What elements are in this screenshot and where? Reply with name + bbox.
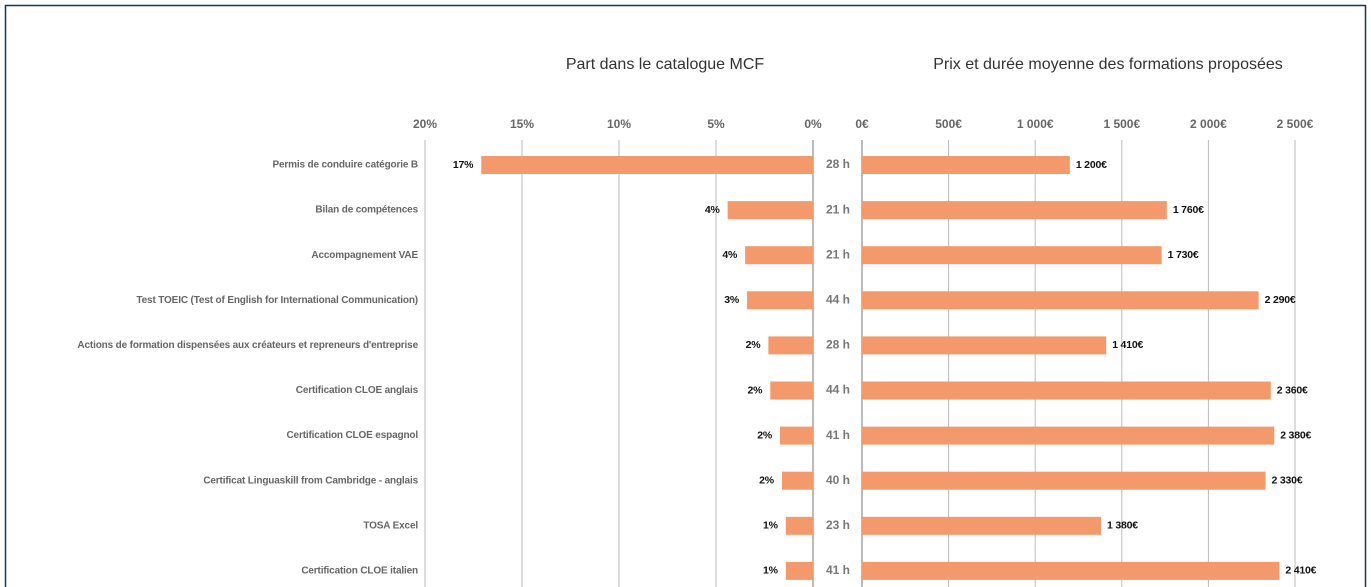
bar: [862, 471, 1266, 490]
value-label: 1 380€: [1107, 520, 1138, 532]
category-label: Test TOEIC (Test of English for Internat…: [136, 295, 418, 306]
bar: [781, 471, 813, 490]
value-label: 1 730€: [1168, 249, 1199, 261]
value-label: 2%: [748, 384, 764, 396]
value-label: 1%: [763, 565, 779, 577]
right-title: Prix et durée moyenne des formations pro…: [933, 56, 1283, 73]
duration-label: 41 h: [826, 563, 850, 577]
duration-label: 21 h: [826, 247, 850, 261]
bar: [785, 516, 813, 535]
duration-label: 28 h: [826, 338, 850, 352]
bar: [747, 291, 813, 310]
value-label: 1 200€: [1076, 159, 1107, 171]
value-label: 4%: [705, 204, 721, 216]
value-label: 2 290€: [1265, 294, 1296, 306]
x-tick-label: 5%: [707, 117, 725, 131]
category-label: Certification CLOE italien: [301, 566, 418, 577]
category-label: Actions de formation dispensées aux créa…: [77, 340, 418, 351]
bar: [862, 201, 1167, 220]
category-label: Certificat Linguaskill from Cambridge - …: [203, 475, 418, 486]
bar: [862, 516, 1102, 535]
bar: [862, 156, 1070, 174]
x-tick-label: 1 000€: [1017, 117, 1054, 131]
left-title: Part dans le catalogue MCF: [566, 56, 765, 73]
duration-label: 23 h: [826, 518, 850, 532]
value-label: 2%: [746, 339, 762, 351]
x-tick-label: 1 500€: [1103, 117, 1140, 131]
duration-label: 41 h: [826, 428, 850, 442]
x-tick-label: 2 500€: [1277, 117, 1314, 131]
bar: [862, 336, 1107, 355]
bar: [727, 201, 813, 220]
category-label: Certification CLOE espagnol: [286, 430, 418, 441]
bar: [745, 246, 813, 265]
bar: [862, 561, 1280, 580]
bar: [862, 426, 1275, 445]
x-tick-label: 15%: [510, 117, 534, 131]
x-tick-label: 0€: [855, 117, 869, 131]
value-label: 2%: [757, 429, 773, 441]
category-label: TOSA Excel: [363, 520, 418, 531]
value-label: 2%: [759, 474, 775, 486]
bar: [780, 426, 813, 445]
duration-label: 28 h: [826, 157, 850, 171]
value-label: 17%: [453, 159, 474, 171]
value-label: 1%: [763, 520, 779, 532]
duration-label: 21 h: [826, 202, 850, 216]
bar: [785, 561, 813, 580]
x-tick-label: 2 000€: [1190, 117, 1227, 131]
value-label: 2 330€: [1272, 474, 1303, 486]
value-label: 1 410€: [1112, 339, 1143, 351]
category-label: Certification CLOE anglais: [296, 385, 419, 396]
x-tick-label: 500€: [935, 117, 962, 131]
duration-label: 44 h: [826, 383, 850, 397]
bar: [862, 291, 1259, 310]
value-label: 2 360€: [1277, 384, 1308, 396]
bar: [768, 336, 813, 355]
value-label: 3%: [724, 294, 740, 306]
x-tick-label: 0%: [804, 117, 822, 131]
x-tick-label: 10%: [607, 117, 631, 131]
bar: [862, 381, 1271, 400]
bar: [862, 246, 1162, 265]
value-label: 1 760€: [1173, 204, 1204, 216]
value-label: 4%: [722, 249, 738, 261]
category-label: Permis de conduire catégorie B: [272, 160, 418, 171]
category-label: Accompagnement VAE: [311, 250, 418, 261]
category-label: Bilan de compétences: [315, 205, 418, 216]
bar: [770, 381, 813, 400]
bar: [481, 156, 813, 174]
value-label: 2 380€: [1280, 429, 1311, 441]
duration-label: 44 h: [826, 292, 850, 306]
value-label: 2 410€: [1285, 565, 1316, 577]
frame: [4, 4, 1367, 587]
x-tick-label: 20%: [413, 117, 437, 131]
duration-label: 40 h: [826, 473, 850, 487]
